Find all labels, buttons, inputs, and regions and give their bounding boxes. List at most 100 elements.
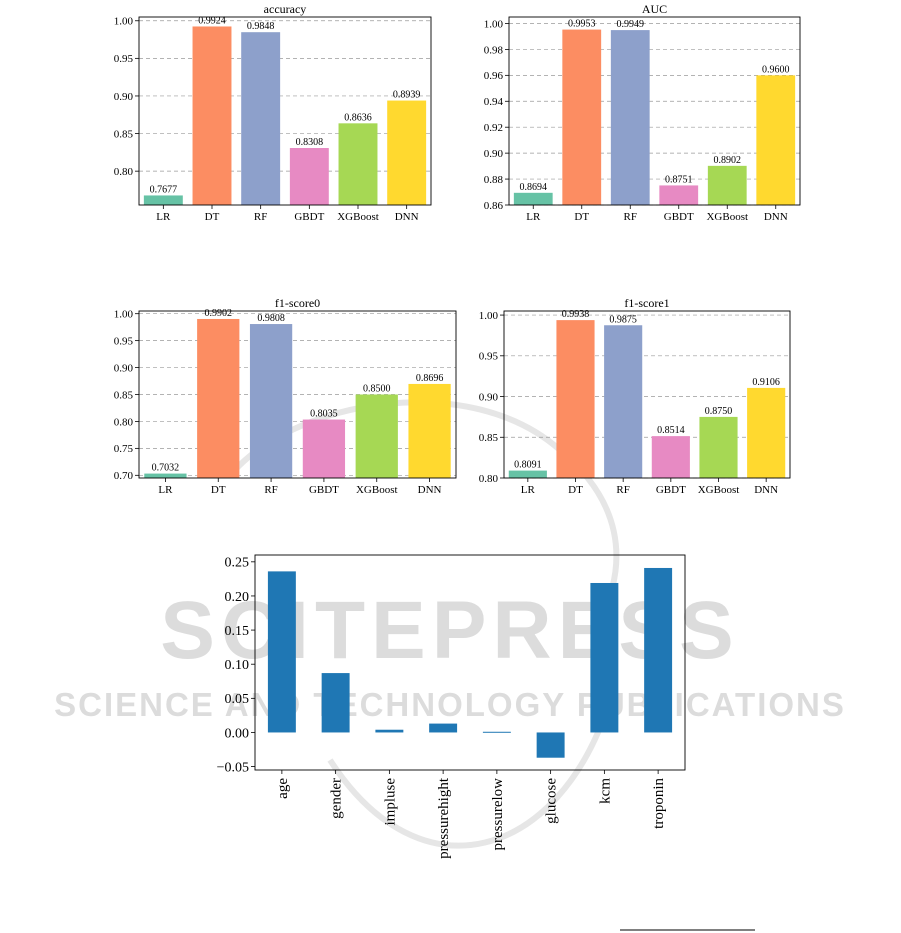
y-tick-label: 0.90 xyxy=(484,148,504,160)
x-tick-label: RF xyxy=(254,211,267,223)
bar xyxy=(289,147,329,205)
bar xyxy=(482,731,511,733)
bar xyxy=(241,32,281,205)
x-tick-label: impluse xyxy=(382,778,398,826)
bar xyxy=(267,571,296,733)
x-tick-label: DNN xyxy=(418,484,442,496)
watermark: SCITEPRESS SCIENCE AND TECHNOLOGY PUBLIC… xyxy=(54,399,846,849)
x-tick-label: gender xyxy=(329,778,345,819)
y-tick-label: 0.95 xyxy=(114,335,134,347)
bar xyxy=(604,325,643,478)
bar-value-label: 0.8091 xyxy=(514,460,542,471)
y-tick-label: 0.92 xyxy=(484,122,503,134)
axes-frame xyxy=(254,554,686,771)
bar-value-label: 0.9949 xyxy=(617,19,645,30)
x-tick-label: troponin xyxy=(651,778,667,829)
bar xyxy=(429,723,458,733)
y-tick-label: 0.75 xyxy=(114,443,134,455)
x-tick-label: GBDT xyxy=(656,484,686,496)
y-tick-label: 1.00 xyxy=(479,310,499,322)
y-tick-label: 0.98 xyxy=(484,44,504,56)
y-tick-label: 0.85 xyxy=(114,389,134,401)
y-tick-label: 0.05 xyxy=(225,692,250,707)
x-tick-label: XGBoost xyxy=(337,211,379,223)
bar-value-label: 0.9953 xyxy=(568,19,596,30)
y-tick-label: 0.88 xyxy=(484,174,504,186)
bar xyxy=(610,30,650,206)
auc-chart: 0.86 0.88 0.90 0.92 0.94 0.96 0.98 1.00 0.8694 LR… xyxy=(484,2,801,223)
bar-value-label: 0.8902 xyxy=(714,155,742,166)
y-tick-label: −0.05 xyxy=(217,760,249,775)
y-tick-label: 1.00 xyxy=(114,309,134,321)
bar xyxy=(302,419,346,478)
y-tick-label: 0.80 xyxy=(479,473,499,485)
x-tick-label: pressurelow xyxy=(490,778,506,851)
x-tick-label: DT xyxy=(205,211,220,223)
y-tick-label: 0.85 xyxy=(114,128,134,140)
bar-value-label: 0.9902 xyxy=(205,308,233,319)
f1-score1-chart: 0.80 0.85 0.90 0.95 1.00 0.8091 LR 0.9938 DT 0.98… xyxy=(479,296,791,496)
bar-value-label: 0.9808 xyxy=(257,313,285,324)
bar-value-label: 0.8514 xyxy=(657,425,685,436)
y-tick-label: 1.00 xyxy=(484,18,504,30)
y-tick-label: 0.95 xyxy=(114,53,134,65)
y-tick-label: 0.70 xyxy=(114,470,134,482)
x-tick-label: glucose xyxy=(544,778,560,824)
bar xyxy=(338,123,378,205)
bar xyxy=(508,470,547,478)
bar-value-label: 0.9938 xyxy=(562,309,590,320)
x-tick-label: LR xyxy=(526,211,541,223)
x-tick-label: GBDT xyxy=(294,211,324,223)
x-tick-label: XGBoost xyxy=(356,484,398,496)
y-tick-label: 0.95 xyxy=(479,351,499,363)
y-tick-label: 0.96 xyxy=(484,70,504,82)
bar-value-label: 0.8500 xyxy=(363,384,391,395)
x-tick-label: DT xyxy=(574,211,589,223)
axes-frame xyxy=(138,310,457,479)
bar xyxy=(144,473,187,478)
f1-score0-chart: 0.70 0.75 0.80 0.85 0.90 0.95 1.00 0.7032 LR 0.99… xyxy=(114,296,457,496)
bar xyxy=(197,318,240,478)
bar xyxy=(321,673,350,733)
chart-title: AUC xyxy=(642,2,667,16)
x-tick-label: DNN xyxy=(754,484,778,496)
bar xyxy=(644,567,673,733)
bar-value-label: 0.8636 xyxy=(344,112,372,123)
y-tick-label: 1.00 xyxy=(114,16,134,28)
x-tick-label: XGBoost xyxy=(706,211,748,223)
bar xyxy=(747,387,786,478)
bar xyxy=(562,29,602,205)
bar xyxy=(143,195,183,205)
chart-title: accuracy xyxy=(264,2,307,16)
bar xyxy=(590,582,619,733)
bar xyxy=(192,26,232,205)
y-tick-label: 0.94 xyxy=(484,96,504,108)
x-tick-label: GBDT xyxy=(664,211,694,223)
y-tick-label: 0.80 xyxy=(114,416,134,428)
x-tick-label: RF xyxy=(616,484,629,496)
bar xyxy=(387,100,427,205)
x-tick-label: kcm xyxy=(597,778,613,804)
x-tick-label: DT xyxy=(211,484,226,496)
x-tick-label: XGBoost xyxy=(698,484,740,496)
watermark-sub-text: SCIENCE AND TECHNOLOGY PUBLICATIONS xyxy=(54,686,846,723)
bar xyxy=(756,75,796,206)
bar-value-label: 0.8750 xyxy=(705,406,733,417)
x-tick-label: age xyxy=(275,778,291,799)
accuracy-chart: 0.80 0.85 0.90 0.95 1.00 0.7677 LR 0.9924 DT 0.98… xyxy=(114,2,432,223)
bar-value-label: 0.9848 xyxy=(247,21,275,32)
x-tick-label: DNN xyxy=(764,211,788,223)
x-tick-label: LR xyxy=(156,211,171,223)
axes-frame xyxy=(503,310,791,479)
bar xyxy=(249,324,293,478)
x-tick-label: RF xyxy=(624,211,637,223)
bar xyxy=(699,416,738,478)
x-tick-label: GBDT xyxy=(309,484,339,496)
y-tick-label: 0.80 xyxy=(114,166,134,178)
bar-value-label: 0.9600 xyxy=(762,64,790,75)
y-tick-label: 0.85 xyxy=(479,432,499,444)
bar xyxy=(556,320,595,478)
x-tick-label: LR xyxy=(158,484,173,496)
bar-value-label: 0.8694 xyxy=(520,182,548,193)
bar-value-label: 0.8751 xyxy=(665,174,693,185)
